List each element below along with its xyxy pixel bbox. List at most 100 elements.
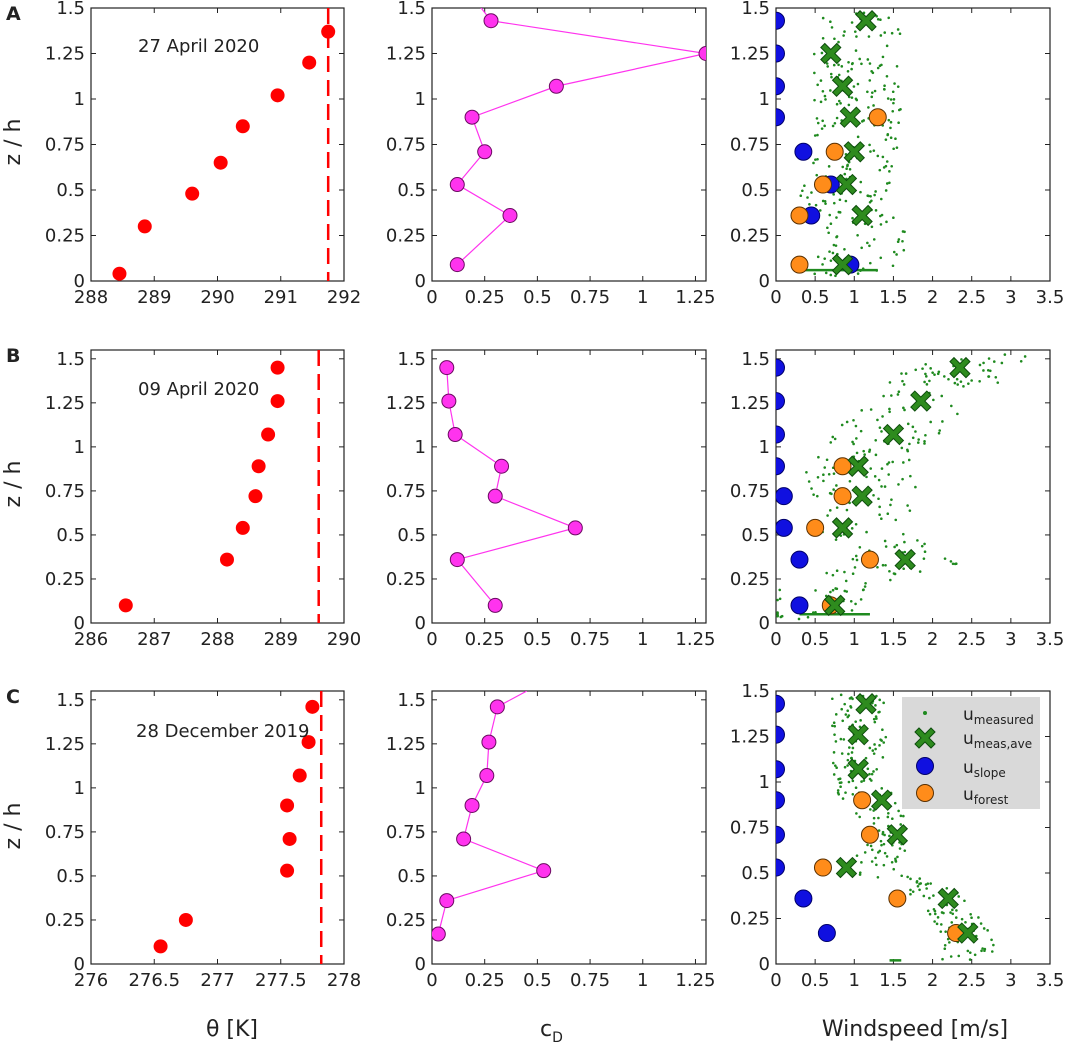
measured-point-r1-wind-6: [950, 404, 953, 408]
measured-point-r2-wind-115: [949, 955, 953, 958]
measured-point-r2-wind-172: [870, 860, 874, 863]
measured-point-r0-wind-117: [820, 127, 824, 130]
theta-point-r1-theta-3: [248, 489, 263, 504]
measured-point-r1-wind-256: [880, 430, 883, 433]
measured-point-r1-wind-147: [832, 472, 836, 475]
measured-point-r0-wind-110: [903, 230, 906, 234]
measured-point-r0-wind-56: [845, 167, 848, 170]
cd-point-r2-cd-6: [481, 734, 497, 750]
measured-point-r0-wind-73: [879, 18, 882, 22]
measured-point-r2-wind-51: [968, 951, 972, 954]
ylabel-row-c: z / h: [1, 803, 26, 850]
measured-point-r2-wind-127: [902, 814, 905, 818]
measured-point-r2-wind-245: [970, 916, 973, 920]
ytick-label-r1-theta-0: 0: [74, 613, 85, 634]
meas-ave-point-r1-wind-7: [949, 356, 971, 379]
xtick-label-r1-cd-3: 0.75: [570, 629, 610, 650]
xtick-label-r2-wind-6: 3: [1005, 970, 1016, 991]
measured-point-r2-wind-141: [840, 781, 843, 784]
measured-point-r0-wind-40: [895, 146, 899, 149]
slope-point-r2-wind-4: [776, 791, 785, 810]
measured-point-r0-wind-94: [870, 91, 874, 94]
xtick-label-r1-theta-0: 286: [74, 629, 108, 650]
cd-point-r2-cd-4: [464, 797, 480, 813]
measured-point-r2-wind-195: [909, 888, 912, 892]
measured-point-r2-wind-122: [884, 735, 888, 739]
measured-point-r0-wind-259: [842, 34, 845, 37]
ytick-label-r1-wind-5: 1.25: [730, 393, 770, 414]
measured-point-r0-wind-75: [837, 63, 840, 67]
measured-point-r2-wind-250: [979, 922, 983, 925]
measured-point-r2-wind-99: [960, 917, 964, 921]
measured-point-r2-wind-118: [874, 856, 877, 860]
measured-point-r0-wind-229: [850, 21, 854, 24]
meas-ave-point-r0-wind-3: [843, 141, 865, 163]
measured-point-r1-wind-66: [850, 527, 854, 530]
measured-point-r2-wind-96: [840, 752, 844, 755]
frame-r1-wind: [775, 349, 1051, 624]
ytick-label-r0-wind-0: 0: [759, 271, 770, 292]
measured-point-r1-wind-236: [816, 494, 819, 498]
measured-point-r1-wind-184: [859, 598, 863, 601]
measured-point-r2-wind-235: [963, 899, 966, 903]
ytick-label-r0-cd-2: 0.5: [397, 180, 426, 201]
ytick-label-r1-cd-3: 0.75: [386, 481, 426, 502]
measured-point-r2-wind-34: [860, 861, 863, 864]
ytick-label-r2-cd-4: 1: [415, 778, 426, 799]
measured-point-r0-wind-228: [833, 37, 836, 41]
xtick-label-r2-wind-7: 3.5: [1036, 970, 1065, 991]
xtick-label-r2-cd-5: 1.25: [675, 970, 715, 991]
meas-ave-point-r2-wind-6: [847, 723, 869, 746]
theta-point-r0-theta-6: [302, 55, 317, 70]
measured-point-r0-wind-42: [867, 35, 871, 38]
row-date-b: 09 April 2020: [138, 379, 259, 400]
measured-point-r2-wind-147: [871, 848, 874, 852]
forest-point-r1-wind-3: [833, 487, 852, 506]
measured-point-r1-wind-187: [959, 380, 963, 383]
measured-point-r1-wind-258: [877, 497, 880, 501]
measured-point-r1-wind-73: [925, 383, 929, 386]
measured-point-r0-wind-172: [897, 108, 901, 112]
measured-point-r1-wind-259: [851, 440, 854, 444]
row-letter-b: B: [6, 345, 20, 367]
measured-point-r1-wind-69: [924, 372, 927, 376]
xtick-label-r0-wind-0: 0: [770, 287, 781, 308]
measured-point-r0-wind-103: [896, 28, 900, 31]
measured-point-r0-wind-155: [821, 263, 824, 266]
meas-ave-point-r1-wind-6: [910, 390, 932, 412]
theta-point-r1-theta-1: [219, 552, 234, 567]
measured-point-r0-wind-225: [897, 238, 901, 241]
measured-point-r2-wind-54: [858, 815, 861, 819]
cd-point-r1-cd-5: [447, 427, 463, 443]
measured-point-r1-wind-168: [891, 460, 894, 464]
measured-point-r1-wind-33: [978, 379, 981, 383]
measured-point-r1-wind-208: [978, 363, 982, 367]
measured-point-r2-wind-223: [872, 816, 876, 820]
measured-point-r2-wind-23: [850, 751, 854, 754]
measured-point-r1-wind-182: [835, 569, 839, 573]
measured-point-r0-wind-203: [885, 182, 889, 185]
measured-point-r0-wind-214: [851, 61, 854, 65]
measured-point-r2-wind-5: [968, 958, 972, 961]
row-date-a: 27 April 2020: [138, 36, 259, 57]
measured-point-r2-wind-91: [847, 780, 851, 784]
measured-point-r0-wind-20: [885, 160, 889, 163]
measured-point-r1-wind-109: [829, 590, 832, 594]
measured-point-r1-wind-211: [873, 475, 877, 478]
measured-point-r0-wind-150: [876, 17, 880, 21]
measured-point-r1-wind-161: [933, 373, 936, 376]
measured-point-r1-wind-253: [943, 375, 946, 378]
measured-point-r0-wind-187: [869, 261, 872, 265]
ytick-label-r1-wind-0: 0: [759, 613, 770, 634]
ytick-label-r2-theta-6: 1.5: [56, 690, 85, 711]
measured-point-r0-wind-48: [870, 225, 874, 229]
measured-point-r0-wind-122: [889, 136, 893, 140]
measured-point-r2-wind-64: [846, 758, 850, 762]
ytick-label-r0-theta-1: 0.25: [45, 226, 85, 247]
measured-point-r0-wind-108: [821, 16, 825, 20]
measured-point-r1-wind-140: [925, 375, 928, 378]
ytick-label-r2-cd-1: 0.25: [386, 910, 426, 931]
measured-point-r2-wind-221: [894, 860, 898, 863]
measured-point-r1-wind-23: [895, 543, 899, 547]
measured-point-r0-wind-189: [813, 272, 817, 276]
